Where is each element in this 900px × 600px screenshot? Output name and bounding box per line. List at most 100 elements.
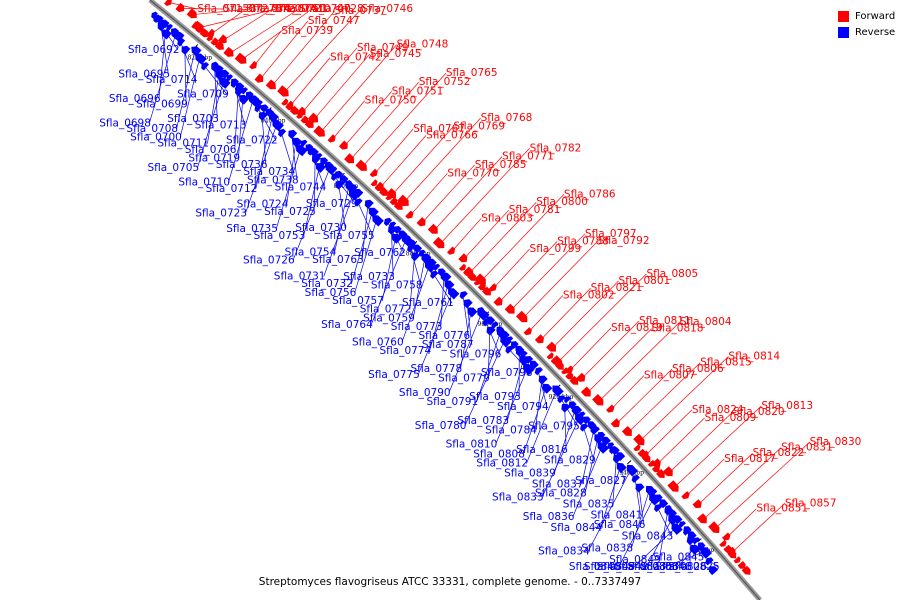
reverse-gene <box>520 351 528 359</box>
reverse-gene <box>226 74 233 82</box>
gene-label: Sfla_0751 <box>392 85 444 97</box>
forward-gene <box>546 352 554 360</box>
connector-line <box>674 405 762 488</box>
connector-line <box>526 389 557 464</box>
forward-gene <box>289 105 299 115</box>
gene-label: Sfla_0705 <box>147 162 199 174</box>
gene-label: Sfla_0692 <box>128 44 180 56</box>
reverse-gene <box>500 331 510 340</box>
connector-line <box>610 375 645 410</box>
forward-gene <box>427 223 438 234</box>
reverse-gene <box>697 542 706 551</box>
reverse-gene <box>442 273 452 282</box>
legend-label-forward: Forward <box>855 10 896 22</box>
gene-label: Sfla_0791 <box>426 396 478 408</box>
legend: Forward Reverse <box>838 8 895 40</box>
connector-line <box>259 20 309 80</box>
reverse-gene <box>437 268 446 277</box>
reverse-gene <box>515 345 525 355</box>
connector-line <box>179 57 200 138</box>
reverse-gene <box>372 215 384 227</box>
forward-gene <box>249 60 257 70</box>
forward-gene <box>633 433 645 446</box>
connector-line <box>354 219 377 294</box>
reverse-gene <box>413 244 423 254</box>
forward-gene <box>296 106 306 116</box>
gene-label: Sfla_0803 <box>481 212 533 224</box>
connector-line <box>528 295 564 333</box>
reverse-gene <box>335 170 343 179</box>
forward-gene <box>175 2 185 13</box>
gene-label: Sfla_0738 <box>247 174 299 186</box>
gene-label: Sfla_0712 <box>206 183 258 195</box>
reverse-gene <box>320 157 329 166</box>
gene-label: Sfla_0823 <box>615 561 667 573</box>
connector-line <box>245 124 278 214</box>
connector-line <box>522 240 599 319</box>
forward-gene <box>633 444 641 452</box>
reverse-gene <box>258 111 268 121</box>
forward-gene <box>195 24 204 33</box>
reverse-gene <box>423 254 432 263</box>
reverse-swatch <box>838 26 849 38</box>
connector-line <box>176 50 196 130</box>
forward-gene <box>708 521 720 533</box>
connector-line <box>344 91 392 147</box>
reverse-gene <box>239 94 250 105</box>
gene-label: Sfla_0768 <box>481 112 533 124</box>
connector-line <box>234 90 239 150</box>
gene-label: Sfla_0722 <box>226 135 278 147</box>
reverse-gene <box>467 307 478 318</box>
connector-line <box>664 551 705 568</box>
reverse-gene <box>433 263 441 271</box>
connector-line <box>350 211 373 285</box>
gene-label: Sfla_0816 <box>516 444 568 456</box>
reverse-gene <box>481 311 490 320</box>
backbone-line <box>149 0 761 600</box>
gene-label: Sfla_0830 <box>810 436 862 448</box>
reverse-gene <box>708 566 719 576</box>
forward-gene <box>565 371 574 380</box>
reverse-gene <box>364 199 374 209</box>
reverse-gene <box>177 38 186 47</box>
gene-label: Sfla_0758 <box>371 279 423 291</box>
connector-line <box>630 489 650 549</box>
connector-line <box>634 477 641 516</box>
reverse-gene <box>542 383 553 394</box>
connector-line <box>199 8 277 28</box>
reverse-gene <box>295 145 308 157</box>
connector-line <box>370 239 407 326</box>
gene-label: Sfla_0806 <box>672 363 724 375</box>
forward-gene <box>474 273 486 285</box>
connector-line <box>510 233 586 311</box>
gene-label: Sfla_0836 <box>523 511 575 523</box>
gene-label: Sfla_0759 <box>363 312 415 324</box>
reverse-gene <box>235 82 245 92</box>
gene-label: Sfla_0857 <box>785 497 837 509</box>
reverse-gene <box>300 139 308 147</box>
gene-label: Sfla_0757 <box>332 295 384 307</box>
gene-label: Sfla_0801 <box>619 275 671 287</box>
gene-label: Sfla_0833 <box>492 491 544 503</box>
scale-tick-mark <box>627 460 632 465</box>
reverse-gene <box>392 233 402 244</box>
connector-line <box>726 508 757 538</box>
gene-label: Sfla_0835 <box>563 498 615 510</box>
connector-line <box>381 237 396 302</box>
connector-line <box>522 387 547 455</box>
gene-label: Sfla_0792 <box>598 235 650 247</box>
connector-line <box>350 81 419 160</box>
gene-label: Sfla_0787 <box>422 339 474 351</box>
forward-gene <box>681 491 690 500</box>
reverse-gene <box>272 120 284 132</box>
connector-line <box>495 367 528 445</box>
connector-line <box>409 255 415 310</box>
connector-line <box>460 311 472 370</box>
gene-label: Sfla_0797 <box>585 228 637 240</box>
reverse-gene <box>245 91 254 100</box>
forward-gene <box>692 499 702 509</box>
forward-gene <box>308 112 319 123</box>
connector-line <box>227 99 254 183</box>
forward-gene <box>516 310 528 323</box>
reverse-gene <box>430 270 439 279</box>
